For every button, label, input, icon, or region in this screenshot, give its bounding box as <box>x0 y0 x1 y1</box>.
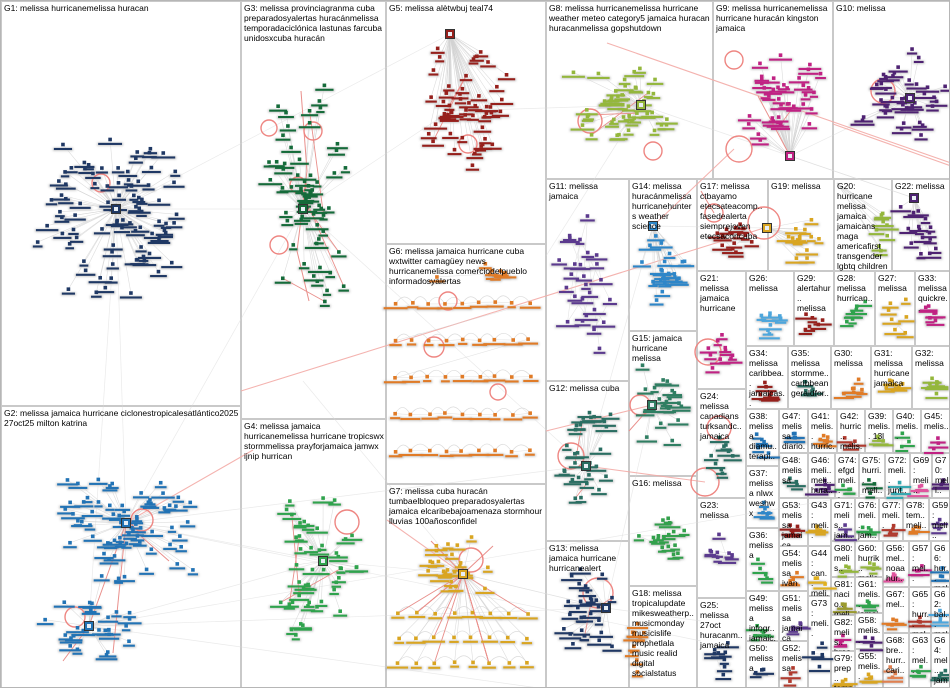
group-box-G9 <box>713 1 833 179</box>
group-box-G64 <box>931 633 949 687</box>
group-box-G46 <box>808 453 835 498</box>
group-box-G10 <box>833 1 949 179</box>
group-box-G27 <box>875 271 915 346</box>
group-box-G38 <box>746 409 779 466</box>
group-box-G32 <box>912 346 949 409</box>
group-box-G28 <box>834 271 875 346</box>
group-box-G4 <box>241 419 386 687</box>
group-box-G44 <box>808 546 831 596</box>
group-box-G36 <box>746 528 779 591</box>
group-box-G12 <box>546 381 629 541</box>
group-box-G29 <box>794 271 834 346</box>
group-box-G37 <box>746 466 779 528</box>
group-box-G7 <box>386 484 546 687</box>
group-box-G79 <box>831 651 855 687</box>
group-box-G35 <box>788 346 831 409</box>
group-box-G33 <box>915 271 949 346</box>
group-box-G3 <box>241 1 386 419</box>
group-box-G82 <box>831 615 855 651</box>
group-box-G30 <box>831 346 871 409</box>
group-box-G42 <box>837 409 865 453</box>
group-box-G51 <box>779 591 808 641</box>
group-box-G1 <box>1 1 241 406</box>
group-box-G57 <box>909 541 931 587</box>
group-box-G68 <box>883 633 909 687</box>
group-box-G21 <box>697 271 746 389</box>
group-box-G56 <box>883 541 909 587</box>
group-box-G26 <box>746 271 794 346</box>
group-box-G34 <box>746 346 788 409</box>
group-box-G39 <box>865 409 893 453</box>
group-box-G74 <box>835 453 859 498</box>
group-box-G52 <box>779 641 808 687</box>
group-box-G14 <box>629 179 697 331</box>
group-box-G25 <box>697 598 746 687</box>
group-box-G43 <box>808 498 831 546</box>
group-box-G47 <box>779 409 808 453</box>
group-box-G53 <box>779 498 808 546</box>
group-box-G48 <box>779 453 808 498</box>
group-box-G65 <box>909 587 931 633</box>
group-box-G62 <box>931 587 949 633</box>
group-box-G11 <box>546 179 629 381</box>
group-box-G73 <box>808 596 831 687</box>
group-box-G59 <box>929 498 949 541</box>
group-box-G78 <box>903 498 929 541</box>
group-box-G58 <box>855 613 883 649</box>
group-box-G50 <box>746 641 779 687</box>
group-box-G6 <box>386 244 546 484</box>
group-box-G23 <box>697 498 746 598</box>
group-box-G60 <box>855 541 883 577</box>
group-box-G67 <box>883 587 909 633</box>
group-box-G66 <box>931 541 949 587</box>
group-box-G24 <box>697 389 746 498</box>
group-box-G54 <box>779 546 808 591</box>
group-box-G31 <box>871 346 912 409</box>
group-box-G49 <box>746 591 779 641</box>
group-box-G41 <box>808 409 837 453</box>
group-box-G63 <box>909 633 931 687</box>
nodes <box>32 29 949 687</box>
group-box-G8 <box>546 1 713 179</box>
group-box-G5 <box>386 1 546 244</box>
